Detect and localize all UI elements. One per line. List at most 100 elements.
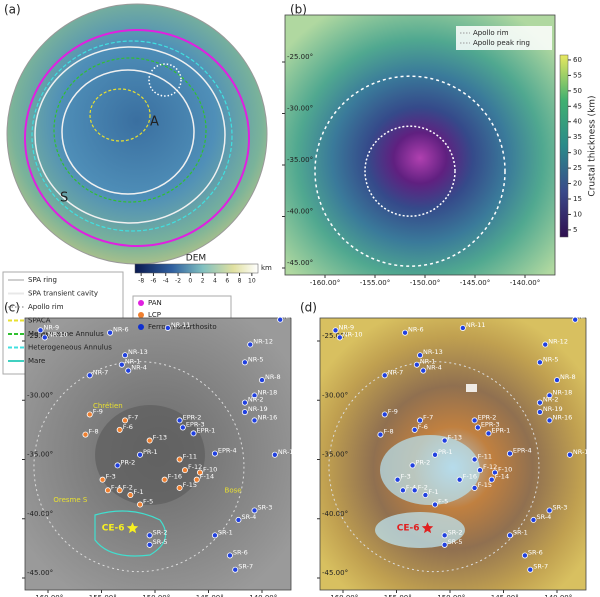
station-label: NR-14 (578, 313, 598, 321)
apollo-rim (33, 361, 245, 573)
station (377, 431, 384, 438)
colorbar (134, 263, 259, 274)
station (485, 430, 492, 437)
y-tick-label: -25.00° (287, 53, 313, 61)
station-label: F-16 (463, 473, 477, 481)
station-label: F-13 (448, 434, 462, 442)
map-frame (24, 317, 292, 591)
station-label: SR-1 (513, 528, 528, 536)
tick-label: 4 (213, 278, 217, 285)
station (471, 417, 478, 424)
station-label: NR-8 (265, 373, 281, 381)
station-label: F-12 (188, 463, 202, 471)
station (381, 411, 388, 418)
station (251, 507, 258, 514)
station (506, 450, 513, 457)
station (488, 476, 495, 483)
station (542, 341, 549, 348)
station (190, 430, 197, 437)
station-label: EPR-2 (183, 413, 202, 421)
legend-swatch (138, 312, 144, 318)
station (116, 487, 123, 494)
crater-label: Chrétien (93, 402, 123, 410)
station (536, 399, 543, 406)
ring (53, 57, 207, 203)
station-label: F-1 (133, 488, 143, 496)
station (82, 431, 89, 438)
ring (89, 88, 151, 142)
apollo-peak-ring (364, 125, 456, 217)
station-label: F-7 (423, 413, 433, 421)
station-label: F-10 (203, 466, 217, 474)
station (506, 532, 513, 539)
station (258, 377, 265, 384)
station-label: F-11 (183, 453, 197, 461)
station (137, 451, 144, 458)
station (411, 487, 418, 494)
station (420, 367, 427, 374)
tick-label: 35 (573, 133, 582, 141)
legend-label: Heterogeneous Annulus (28, 344, 112, 352)
station (114, 462, 121, 469)
legend-box (466, 384, 477, 392)
station-label: PR-1 (143, 448, 158, 456)
station (235, 516, 242, 523)
station (226, 552, 233, 559)
station-label: NR-5 (248, 355, 264, 363)
station-label: SR-2 (153, 528, 168, 536)
station (527, 566, 534, 573)
y-tick-label: -45.00° (27, 569, 53, 577)
station-label: SR-4 (241, 513, 256, 521)
legend-label: SPA transient cavity (28, 290, 98, 298)
x-tick-label: -150.00° (410, 279, 441, 287)
station (86, 372, 93, 379)
legend-label: Apollo rim (28, 303, 64, 311)
legend-label: PAN (148, 299, 162, 307)
station-label: NR-4 (131, 364, 147, 372)
station-label: F-5 (143, 498, 153, 506)
crater-label: Oresme S (53, 496, 88, 504)
y-tick-label: -45.00° (322, 569, 348, 577)
y-tick-label: -35.00° (27, 451, 53, 459)
station-label: F-12 (483, 463, 497, 471)
tick-label: -8 (138, 278, 144, 285)
station (176, 456, 183, 463)
station-label: NR-12 (253, 338, 273, 346)
station-label: SR-6 (528, 548, 543, 556)
station-label: F-15 (183, 481, 197, 489)
station-label: NR-16 (258, 413, 278, 421)
station (241, 399, 248, 406)
station-label: EPR-1 (197, 426, 216, 434)
station-label: F-7 (128, 413, 138, 421)
y-tick-label: -40.00° (287, 208, 313, 216)
station (572, 316, 579, 323)
station (232, 566, 239, 573)
y-tick-label: -40.00° (27, 510, 53, 518)
station-label: SR-7 (533, 563, 548, 571)
legend-swatch (138, 300, 144, 306)
legend-label: Mg-pyroxene Annulus (28, 330, 104, 338)
station (161, 476, 168, 483)
tick-label: 2 (201, 278, 205, 285)
station-label: F-4 (406, 483, 416, 491)
tick-label: 40 (573, 118, 582, 126)
crater-label: Bose (225, 486, 242, 494)
legend-label: Apollo rim (473, 29, 509, 37)
map-frame (284, 14, 556, 276)
station-label: SR-5 (448, 538, 463, 546)
station-label: F-8 (88, 428, 98, 436)
station (164, 324, 171, 331)
station (251, 417, 258, 424)
x-tick-label: -160.00° (33, 594, 64, 597)
station-label: NR-8 (560, 373, 576, 381)
station-label: NR-13 (128, 348, 148, 356)
station (554, 377, 561, 384)
station-label: NR-10 (48, 330, 68, 338)
station (146, 437, 153, 444)
mare (375, 512, 465, 548)
station (99, 476, 106, 483)
tick-label: 0 (188, 278, 192, 285)
mare-outline (94, 510, 167, 557)
tick-label: -4 (163, 278, 169, 285)
station-label: F-6 (418, 423, 428, 431)
